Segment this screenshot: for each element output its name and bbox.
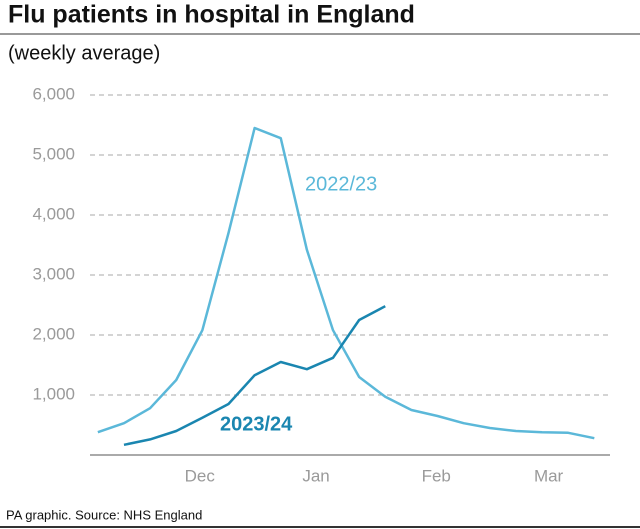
series-line — [97, 126, 595, 440]
source: PA graphic. Source: NHS England — [6, 507, 202, 522]
y-tick-label: 6,000 — [32, 84, 75, 103]
chart-title: Flu patients in hospital in England — [8, 1, 415, 29]
x-tick-label: Jan — [302, 466, 329, 485]
y-tick-label: 5,000 — [32, 144, 75, 163]
chart-subtitle: (weekly average) — [8, 42, 160, 64]
x-tick-label: Mar — [534, 466, 564, 485]
series-line — [123, 305, 386, 447]
series-label: 2023/24 — [220, 413, 293, 435]
x-tick-label: Dec — [185, 466, 216, 485]
series-label: 2022/23 — [305, 173, 377, 195]
y-tick-label: 2,000 — [32, 324, 75, 343]
y-tick-label: 3,000 — [32, 264, 75, 283]
y-tick-label: 1,000 — [32, 384, 75, 403]
y-tick-label: 4,000 — [32, 204, 75, 223]
x-tick-label: Feb — [422, 466, 451, 485]
